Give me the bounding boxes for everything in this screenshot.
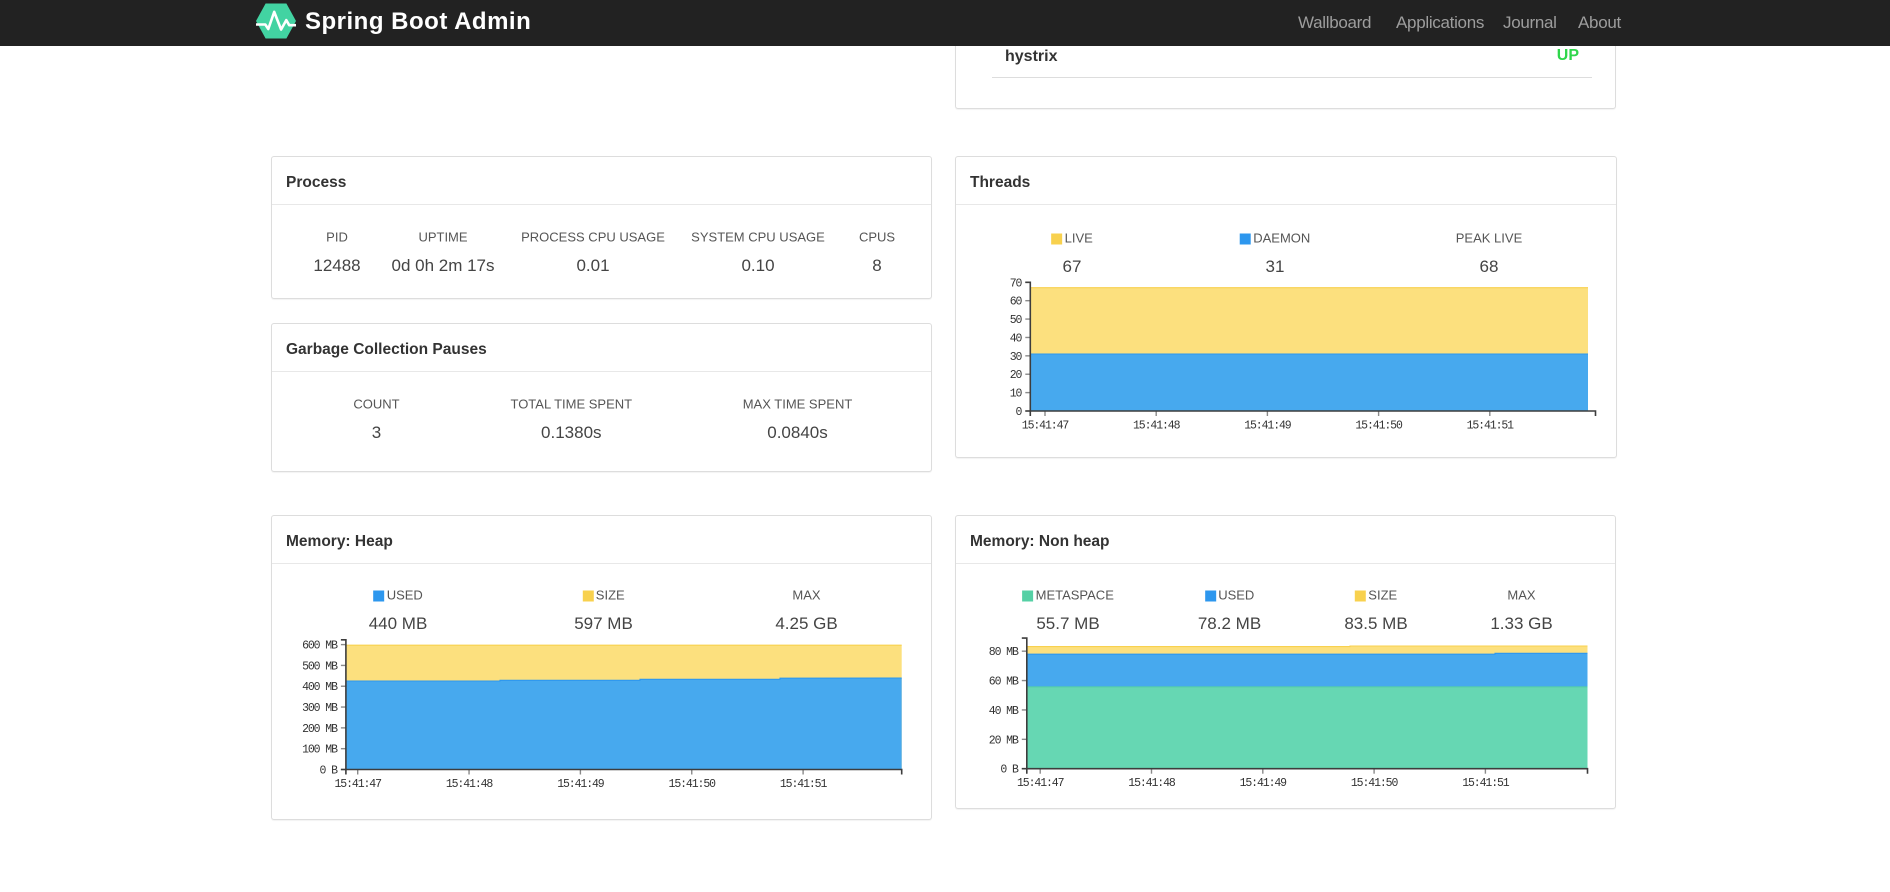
svg-text:20: 20	[1010, 369, 1023, 382]
svg-text:40 MB: 40 MB	[989, 705, 1019, 718]
svg-text:200 MB: 200 MB	[302, 723, 338, 736]
svg-text:300 MB: 300 MB	[302, 702, 338, 715]
svg-text:0 B: 0 B	[1000, 764, 1019, 777]
svg-text:15:41:48: 15:41:48	[446, 778, 494, 791]
svg-text:15:41:49: 15:41:49	[557, 778, 605, 791]
svg-text:80 MB: 80 MB	[989, 646, 1019, 659]
svg-text:15:41:50: 15:41:50	[1355, 420, 1403, 433]
svg-text:15:41:50: 15:41:50	[1351, 777, 1399, 790]
svg-text:0: 0	[1015, 406, 1022, 419]
svg-text:60 MB: 60 MB	[989, 676, 1019, 689]
svg-text:30: 30	[1010, 351, 1023, 364]
svg-text:400 MB: 400 MB	[302, 681, 338, 694]
svg-text:15:41:51: 15:41:51	[780, 778, 828, 791]
svg-text:15:41:48: 15:41:48	[1128, 777, 1176, 790]
svg-text:15:41:48: 15:41:48	[1133, 420, 1181, 433]
svg-text:70: 70	[1010, 277, 1023, 290]
svg-text:10: 10	[1010, 388, 1023, 401]
svg-text:500 MB: 500 MB	[302, 660, 338, 673]
svg-text:0 B: 0 B	[319, 765, 338, 778]
svg-text:15:41:51: 15:41:51	[1462, 777, 1510, 790]
svg-text:100 MB: 100 MB	[302, 744, 338, 757]
svg-text:600 MB: 600 MB	[302, 640, 338, 653]
svg-text:15:41:49: 15:41:49	[1240, 777, 1288, 790]
svg-text:20 MB: 20 MB	[989, 734, 1019, 747]
svg-text:60: 60	[1010, 296, 1023, 309]
svg-text:15:41:49: 15:41:49	[1244, 420, 1292, 433]
svg-text:15:41:47: 15:41:47	[1022, 420, 1069, 433]
svg-text:15:41:47: 15:41:47	[334, 778, 381, 791]
svg-text:40: 40	[1010, 332, 1023, 345]
svg-text:50: 50	[1010, 314, 1023, 327]
svg-text:15:41:50: 15:41:50	[669, 778, 717, 791]
svg-text:15:41:47: 15:41:47	[1017, 777, 1064, 790]
svg-text:15:41:51: 15:41:51	[1467, 420, 1515, 433]
